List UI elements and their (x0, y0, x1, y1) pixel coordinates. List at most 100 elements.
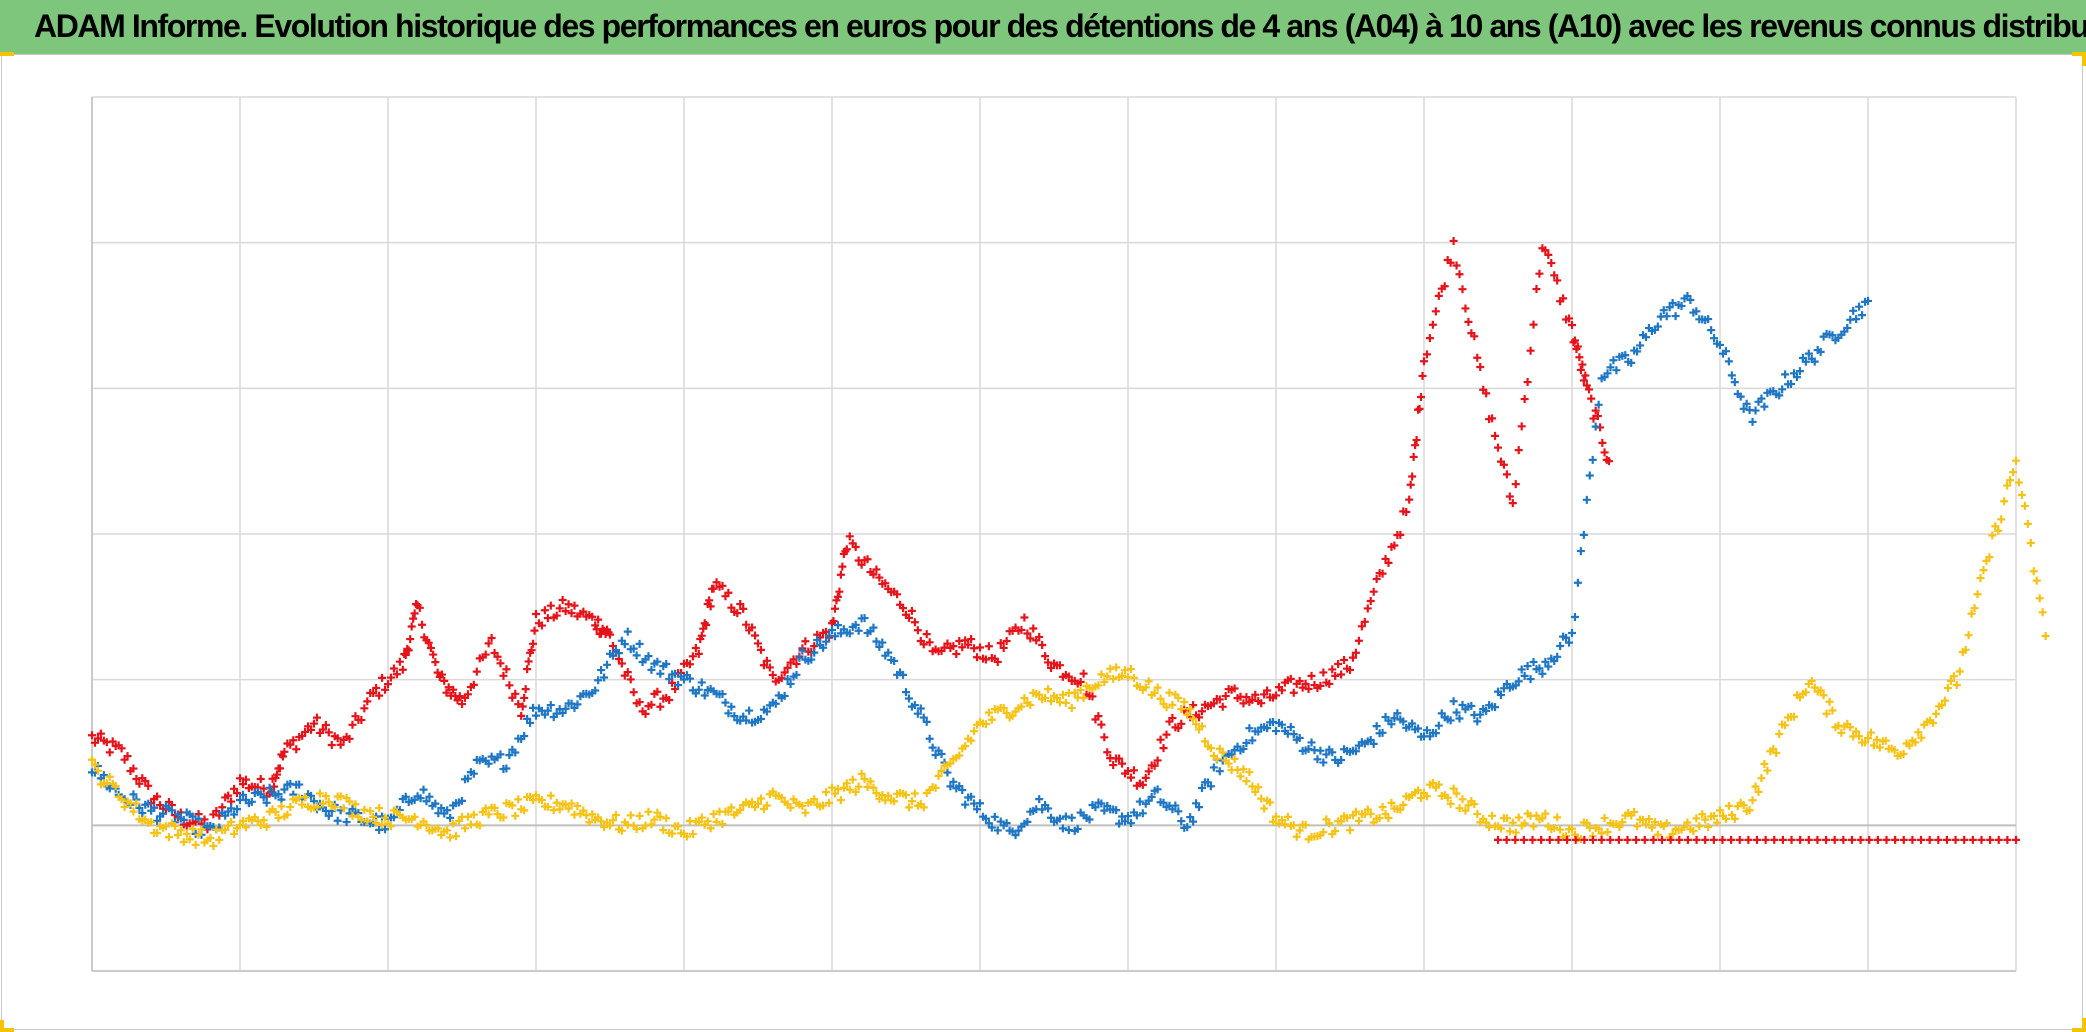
data-point (1129, 673, 1138, 682)
data-point (1186, 813, 1195, 822)
data-point (967, 736, 976, 745)
data-point (150, 803, 159, 812)
data-point (830, 632, 839, 641)
data-point (289, 736, 298, 745)
data-point (1582, 819, 1591, 828)
data-point (2003, 481, 2012, 490)
data-point (1881, 736, 1890, 745)
data-point (1088, 692, 1097, 701)
data-point (1002, 636, 1011, 645)
data-point (96, 729, 105, 738)
data-point (1908, 835, 1917, 844)
data-point (1035, 690, 1044, 699)
data-point (422, 797, 431, 806)
data-point (381, 825, 390, 834)
data-point (1686, 296, 1695, 305)
data-point (324, 811, 333, 820)
data-point (1470, 332, 1479, 341)
chart-frame (1, 54, 2083, 1030)
data-point (1112, 663, 1121, 672)
data-point (366, 807, 375, 816)
data-point (511, 748, 520, 757)
data-point (1588, 455, 1597, 464)
series-a07 (88, 291, 1872, 840)
data-point (860, 775, 869, 784)
data-point (259, 793, 268, 802)
data-point (1103, 672, 1112, 681)
data-point (798, 801, 807, 810)
data-point (1044, 804, 1053, 813)
data-point (1751, 782, 1760, 791)
data-point (1455, 270, 1464, 279)
data-point (1455, 804, 1464, 813)
data-point (1236, 772, 1245, 781)
data-point (1198, 722, 1206, 731)
data-point (1316, 746, 1325, 755)
data-point (668, 829, 677, 838)
data-point (807, 655, 816, 664)
data-point (2012, 835, 2020, 844)
data-point (1245, 768, 1254, 777)
data-point (1589, 414, 1598, 423)
data-point (1658, 835, 1667, 844)
data-point (964, 640, 973, 649)
data-point (437, 804, 446, 813)
data-point (893, 590, 902, 599)
data-point (1328, 748, 1337, 757)
data-point (1396, 805, 1405, 814)
data-point (1917, 835, 1926, 844)
data-point (1810, 357, 1819, 366)
data-point (1248, 736, 1257, 745)
title-bar: ADAM Informe. Evolution historique des p… (0, 0, 2086, 54)
data-point (375, 691, 384, 700)
data-point (1047, 813, 1056, 822)
data-point (662, 814, 671, 823)
data-point (656, 669, 665, 678)
data-point (1511, 828, 1520, 837)
data-point (1523, 378, 1532, 387)
data-point (2020, 501, 2029, 510)
data-point (697, 631, 706, 640)
data-point (1067, 703, 1076, 712)
data-point (381, 813, 390, 822)
data-point (1150, 689, 1159, 698)
data-point (984, 642, 993, 651)
data-point (973, 653, 982, 662)
data-point (946, 759, 955, 768)
data-point (555, 604, 564, 613)
data-point (1132, 811, 1141, 820)
data-point (801, 637, 810, 646)
data-point (546, 701, 555, 710)
data-point (697, 678, 706, 687)
data-point (1322, 750, 1331, 759)
data-point (1822, 835, 1831, 844)
data-point (1289, 688, 1298, 697)
corner-mark-bottom-right (2072, 1028, 2086, 1032)
data-point (1565, 314, 1574, 323)
data-point (318, 725, 327, 734)
data-point (1277, 720, 1286, 729)
data-point (179, 838, 188, 847)
data-point (93, 766, 102, 775)
data-point (2038, 608, 2047, 617)
data-point (1245, 724, 1254, 733)
data-point (902, 790, 910, 799)
data-point (1141, 683, 1150, 692)
data-point (429, 650, 438, 659)
data-point (1671, 312, 1680, 321)
data-point (493, 652, 502, 661)
data-point (913, 709, 922, 718)
chart-title: ADAM Informe. Evolution historique des p… (34, 8, 2086, 44)
data-point (1209, 763, 1218, 772)
data-point (191, 840, 200, 849)
data-point (1269, 817, 1278, 826)
data-point (653, 657, 662, 666)
data-point (1446, 799, 1455, 808)
data-point (342, 818, 351, 827)
data-point (718, 690, 727, 699)
data-point (2029, 567, 2038, 576)
data-point (1603, 828, 1612, 837)
data-point (993, 657, 1002, 666)
data-point (1026, 634, 1035, 643)
data-point (135, 779, 144, 788)
